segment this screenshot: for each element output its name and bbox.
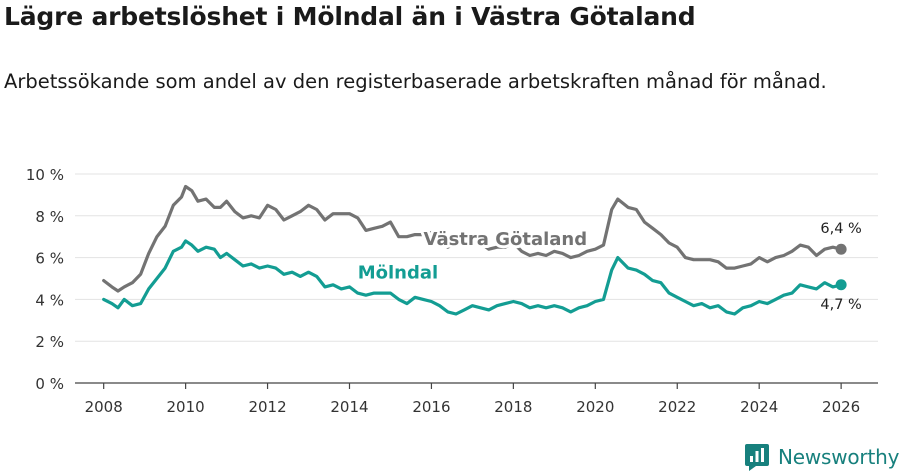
x-tick-label: 2012 (248, 398, 286, 416)
y-tick-label: 8 % (35, 208, 64, 226)
series-end-marker-vg (835, 243, 847, 255)
x-tick-label: 2022 (658, 398, 696, 416)
newsworthy-logo-icon (745, 444, 769, 471)
series-end-marker-moln (835, 279, 847, 291)
series-name-label-vg: Västra Götaland (424, 229, 588, 250)
y-tick-label: 0 % (35, 375, 64, 393)
chart-subtitle: Arbetssökande som andel av den registerb… (4, 70, 827, 93)
series-name-label-moln: Mölndal (358, 263, 438, 284)
y-tick-label: 4 % (35, 291, 64, 309)
y-tick-label: 2 % (35, 333, 64, 351)
x-tick-label: 2016 (412, 398, 450, 416)
brand-name: Newsworthy (778, 445, 900, 469)
x-tick-label: 2020 (576, 398, 614, 416)
series-lines (102, 184, 847, 316)
y-tick-label: 10 % (26, 166, 64, 184)
x-tick-label: 2018 (494, 398, 532, 416)
y-tick-label: 6 % (35, 250, 64, 268)
series-end-label-moln: 4,7 % (820, 297, 861, 313)
x-tick-label: 2008 (85, 398, 123, 416)
x-tick-label: 2010 (167, 398, 205, 416)
series-labels: 6,4 % 4,7 % Västra Götaland Mölndal (355, 221, 862, 313)
x-tick-label: 2026 (822, 398, 860, 416)
series-end-label-vg: 6,4 % (820, 221, 861, 237)
series-line-moln (102, 239, 843, 316)
x-tick-label: 2024 (740, 398, 778, 416)
axes: 0 % 2 % 4 % 6 % 8 % 10 % 2008 2010 2012 2014 2016 2… (26, 166, 878, 416)
grid-lines (75, 173, 878, 342)
brand-logo: Newsworthy (744, 442, 899, 472)
x-tick-label: 2014 (330, 398, 368, 416)
chart-title: Lägre arbetslöshet i Mölndal än i Västra… (4, 2, 696, 31)
series-line-vg (102, 184, 843, 293)
